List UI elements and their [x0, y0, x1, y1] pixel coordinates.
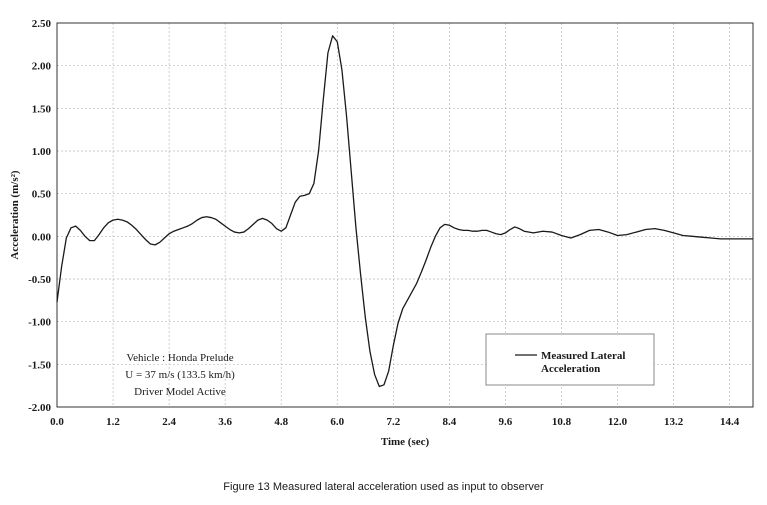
- legend-box: [485, 333, 655, 386]
- tick-labels: 0.0 1.2 2.4 3.6 4.8 6.0 7.2 8.4 9.6 10.8 12.0 13.2 1…: [28, 18, 740, 428]
- x-tick-label: 8.4: [443, 416, 457, 428]
- plot-frame: [56, 22, 754, 408]
- y-tick-label: -0.50: [28, 274, 51, 286]
- x-tick-label: 4.8: [274, 416, 288, 428]
- annotation-line-1: Vehicle : Honda Prelude: [126, 352, 233, 364]
- y-tick-label: 0.50: [32, 189, 52, 201]
- y-tick-label: -1.50: [28, 359, 51, 371]
- figure-caption: Figure 13 Measured lateral acceleration …: [223, 481, 544, 493]
- series-group: [56, 35, 753, 388]
- x-tick-label: 13.2: [664, 416, 684, 428]
- series-line-measured-lateral-acceleration: [56, 35, 753, 388]
- x-tick-label: 14.4: [720, 416, 740, 428]
- annotation-line-2: U = 37 m/s (133.5 km/h): [125, 369, 235, 381]
- y-tick-label: -1.00: [28, 317, 51, 329]
- x-tick-label: 3.6: [218, 416, 232, 428]
- legend-label-line-1: Measured Lateral: [541, 350, 625, 362]
- legend-label-line-2: Acceleration: [541, 363, 600, 375]
- x-tick-label: 0.0: [50, 416, 64, 428]
- y-tick-label: 0.00: [32, 231, 52, 243]
- x-tick-label: 12.0: [608, 416, 628, 428]
- x-tick-label: 6.0: [330, 416, 344, 428]
- legend: Measured Lateral Acceleration: [485, 333, 655, 386]
- y-tick-label: 1.50: [32, 103, 52, 115]
- x-tick-label: 2.4: [162, 416, 176, 428]
- x-tick-label: 1.2: [106, 416, 120, 428]
- x-tick-label: 7.2: [386, 416, 400, 428]
- y-axis-title: Acceleration (m/s²): [9, 170, 21, 259]
- annotation-line-3: Driver Model Active: [134, 386, 226, 398]
- y-tick-label: -2.00: [28, 402, 51, 414]
- y-tick-label: 2.50: [32, 18, 52, 30]
- x-tick-label: 10.8: [552, 416, 572, 428]
- x-axis-title: Time (sec): [381, 436, 430, 448]
- x-tick-label: 9.6: [499, 416, 513, 428]
- y-tick-label: 1.00: [32, 146, 52, 158]
- vehicle-annotation: Vehicle : Honda Prelude U = 37 m/s (133.…: [125, 352, 235, 398]
- y-tick-label: 2.00: [32, 61, 52, 73]
